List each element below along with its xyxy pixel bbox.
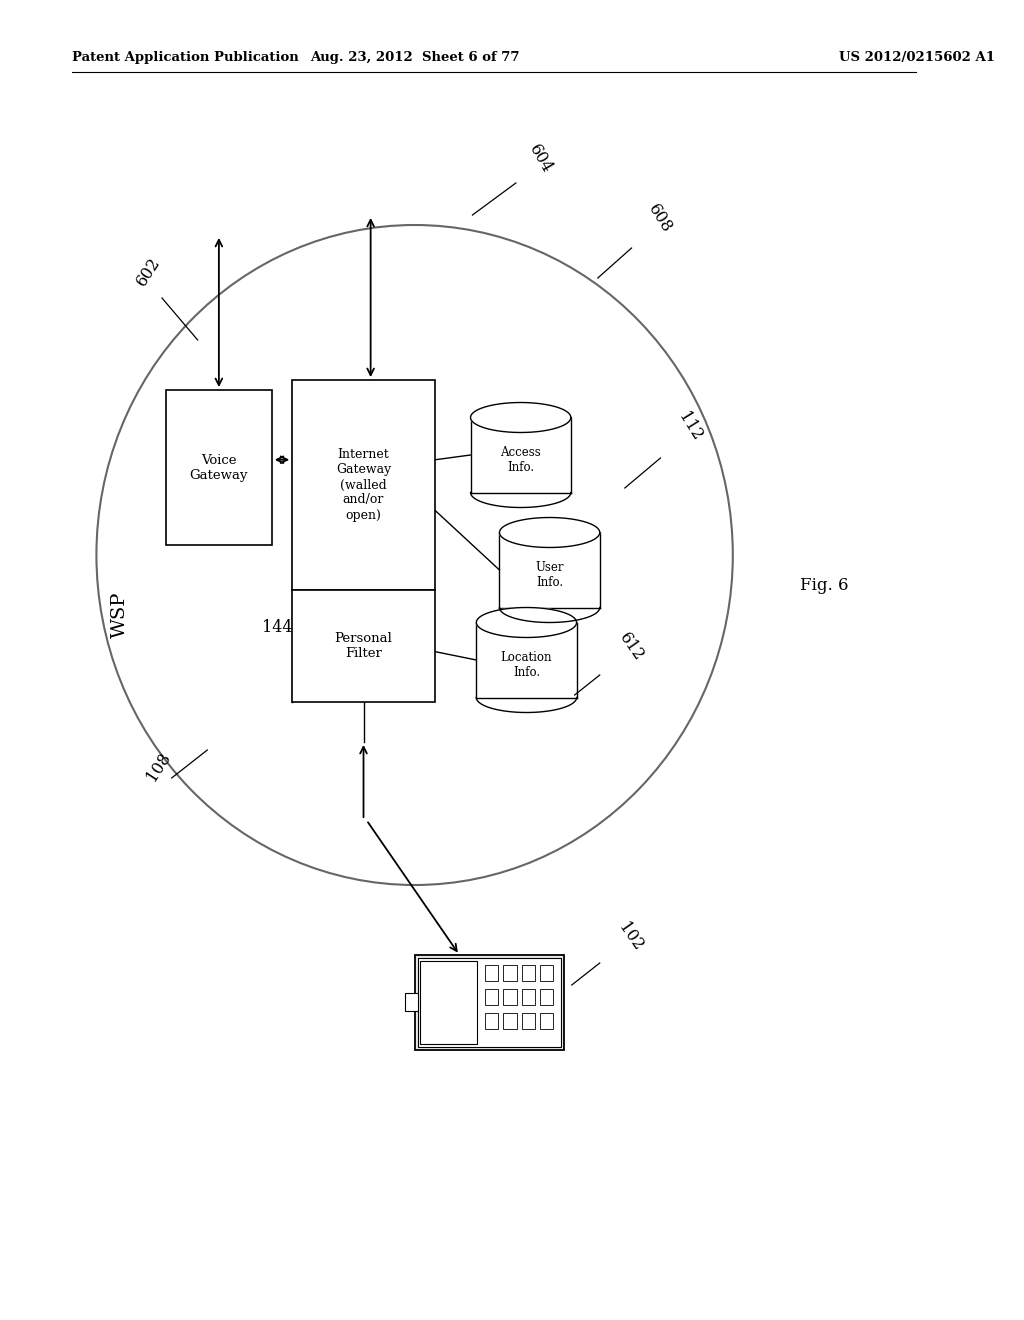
Text: 608: 608 (644, 201, 675, 236)
Text: 144: 144 (262, 619, 293, 636)
Text: Voice
Gateway: Voice Gateway (189, 454, 248, 482)
Bar (521, 989, 535, 1005)
Polygon shape (476, 607, 577, 638)
Bar (418, 958, 561, 1047)
Bar (521, 1012, 535, 1030)
Text: Personal
Filter: Personal Filter (335, 632, 392, 660)
Bar (404, 993, 419, 1011)
Bar (521, 965, 535, 981)
Bar (540, 1012, 553, 1030)
Text: US 2012/0215602 A1: US 2012/0215602 A1 (839, 51, 995, 65)
Bar (503, 965, 517, 981)
Bar (415, 954, 564, 1049)
Text: 612: 612 (615, 630, 647, 664)
Bar (485, 965, 499, 981)
Bar (540, 965, 553, 981)
Text: Fig. 6: Fig. 6 (801, 577, 849, 594)
Circle shape (96, 224, 733, 884)
Text: 102: 102 (615, 919, 646, 954)
Text: 112: 112 (675, 409, 706, 444)
Polygon shape (500, 517, 600, 548)
Text: Patent Application Publication: Patent Application Publication (73, 51, 299, 65)
Text: WSP: WSP (111, 591, 129, 639)
Bar (540, 989, 553, 1005)
Text: 602: 602 (133, 255, 164, 289)
Text: 604: 604 (525, 141, 555, 176)
Bar (503, 989, 517, 1005)
Text: User
Info.: User Info. (536, 561, 564, 589)
Bar (292, 590, 435, 702)
Bar (421, 961, 477, 1044)
Bar (503, 1012, 517, 1030)
Text: 108: 108 (142, 748, 174, 784)
Bar (292, 380, 435, 590)
Text: Internet
Gateway
(walled
and/or
open): Internet Gateway (walled and/or open) (336, 449, 391, 521)
Bar (485, 1012, 499, 1030)
Polygon shape (471, 403, 570, 433)
Bar (166, 389, 272, 545)
Text: Location
Info.: Location Info. (501, 651, 552, 678)
Bar (485, 989, 499, 1005)
Text: Aug. 23, 2012  Sheet 6 of 77: Aug. 23, 2012 Sheet 6 of 77 (310, 51, 519, 65)
Text: Access
Info.: Access Info. (501, 446, 541, 474)
